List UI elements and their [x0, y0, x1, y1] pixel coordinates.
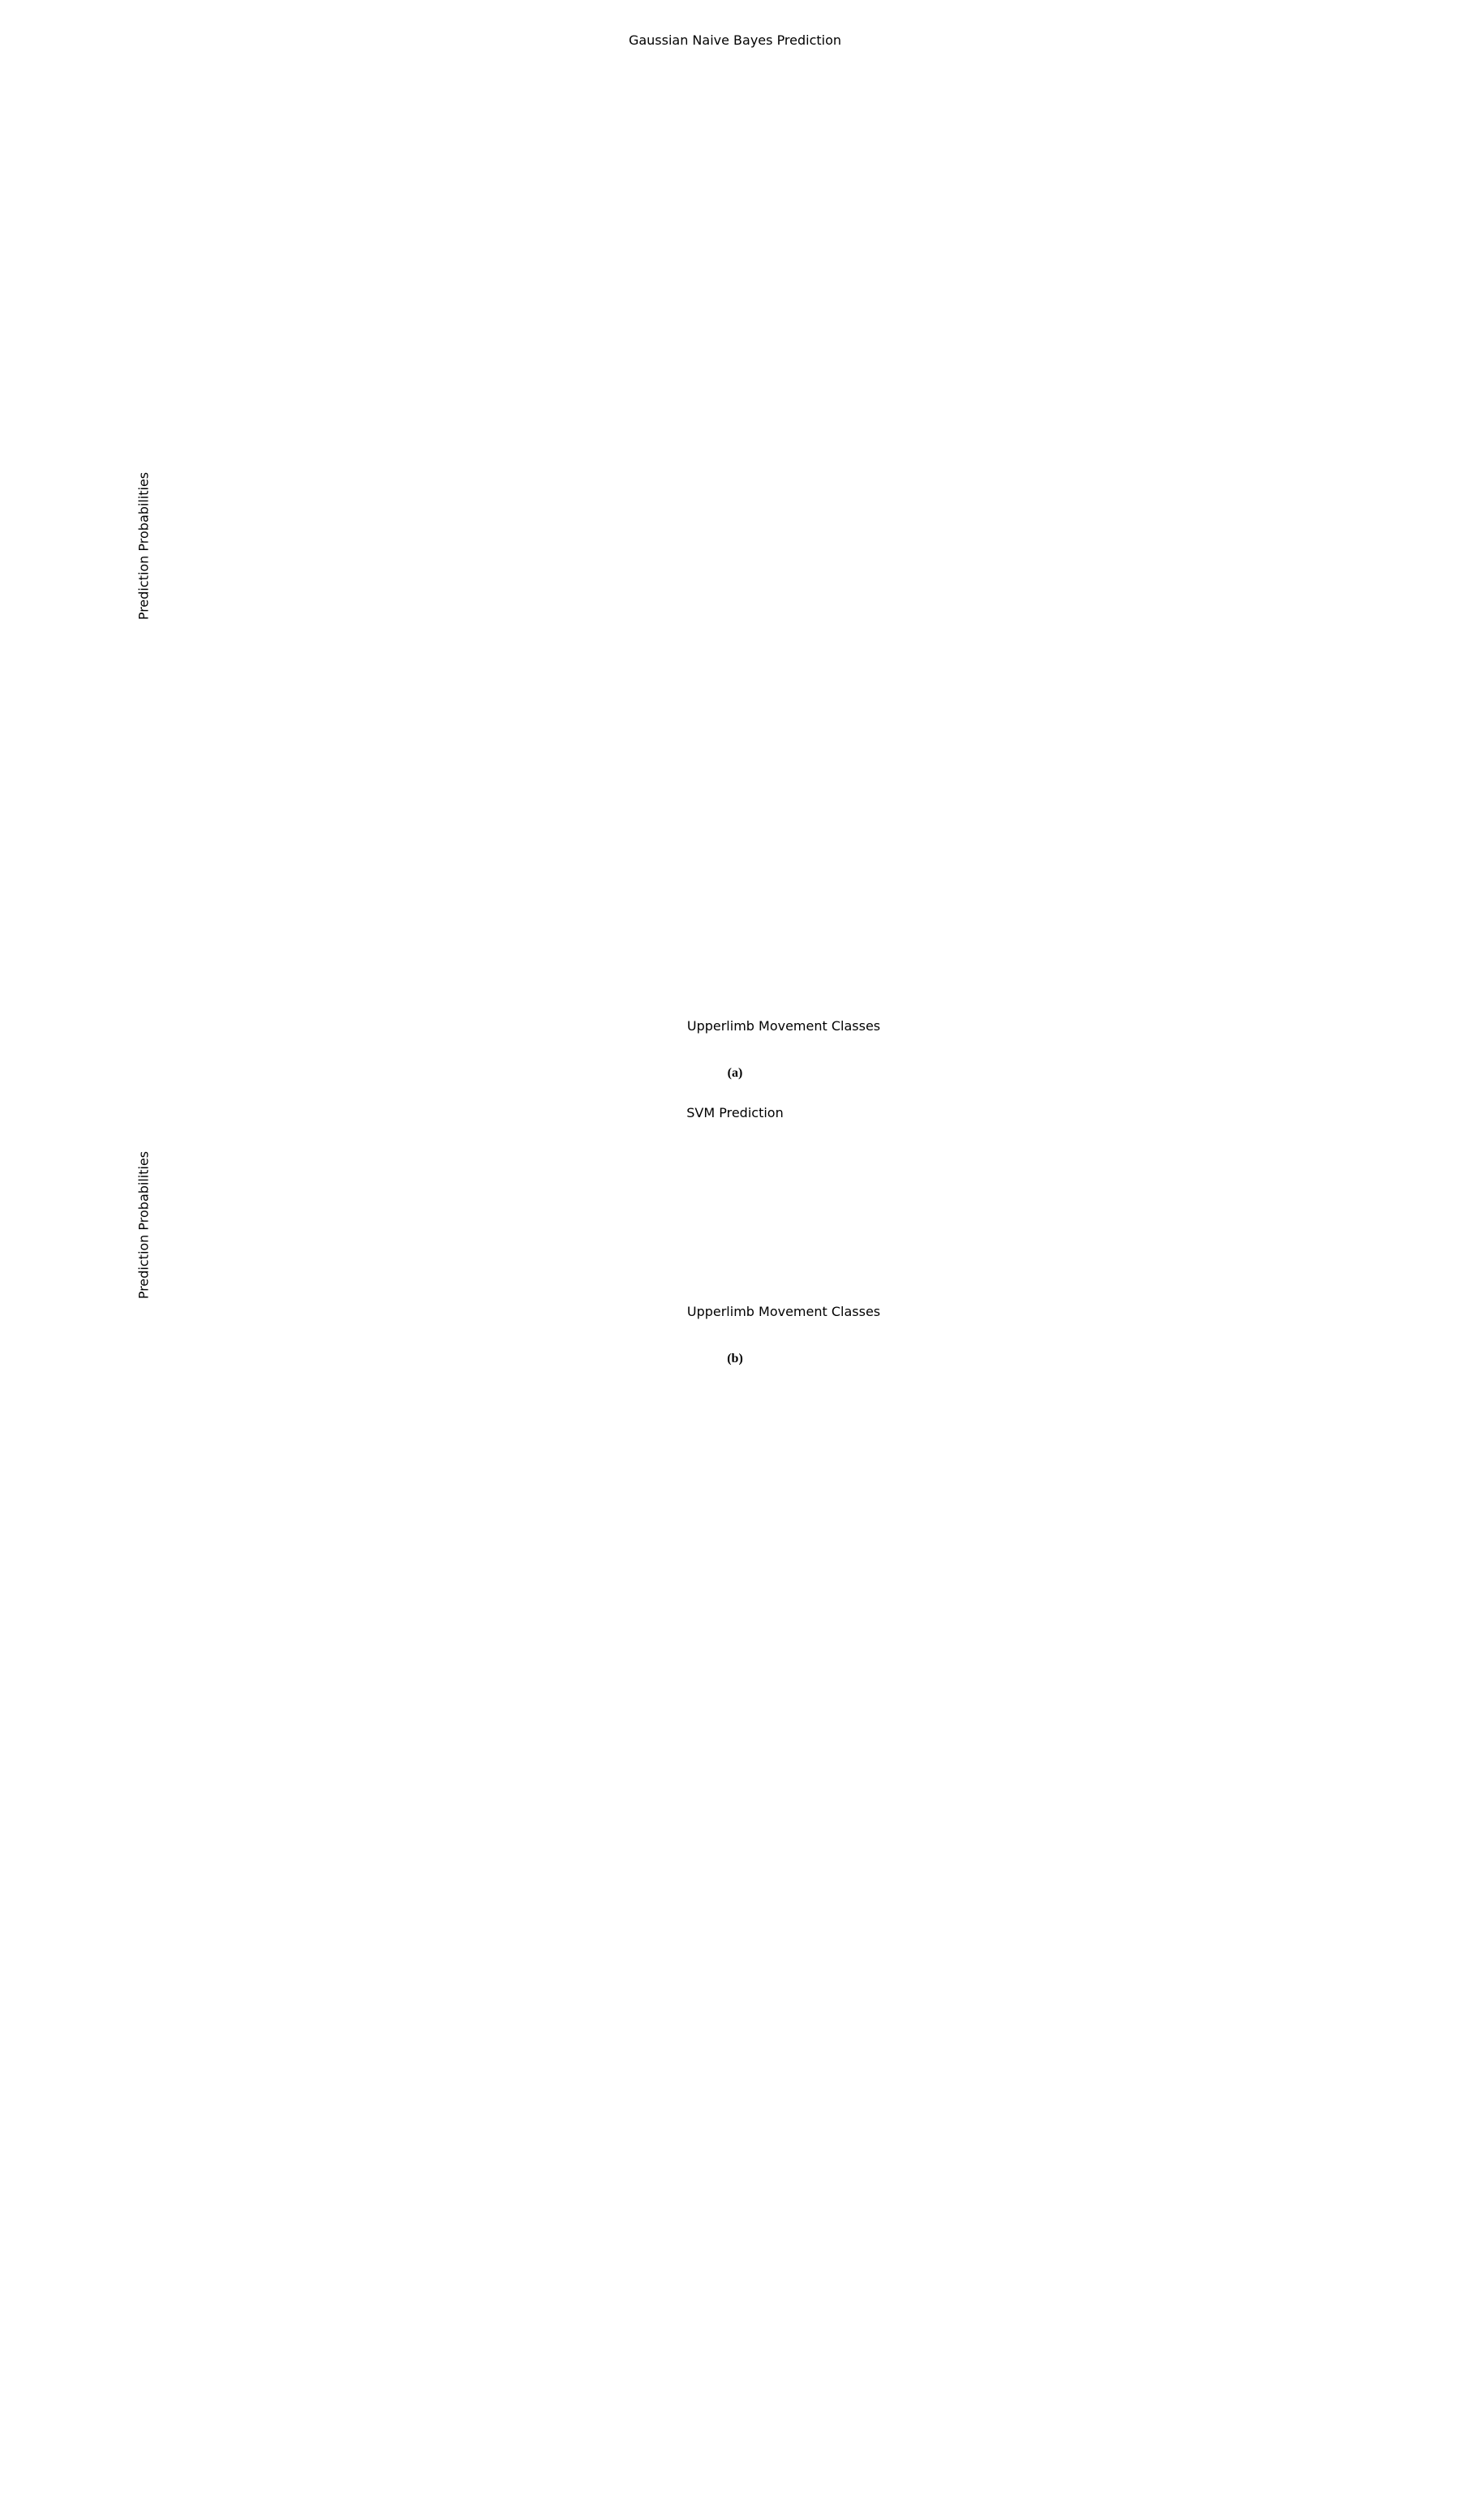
- chart-b-title: SVM Prediction: [45, 1105, 1425, 1120]
- chart-b-xtick-labels: [175, 1258, 1392, 1299]
- chart-b-svg: [175, 1130, 419, 1252]
- chart-b-plot-area: Prediction Probabilities Upperlimb Movem…: [175, 1130, 1392, 1319]
- chart-a-title: Gaussian Naive Bayes Prediction: [45, 32, 1425, 48]
- chart-b-xlabel: Upperlimb Movement Classes: [175, 1304, 1392, 1319]
- chart-a-svg: [175, 58, 1392, 966]
- subplot-label-b: (b): [45, 1352, 1425, 1366]
- figure-b: SVM Prediction Prediction Probabilities …: [45, 1105, 1425, 1366]
- chart-a-xtick-labels: [175, 973, 1392, 1013]
- chart-a-ylabel: Prediction Probabilities: [136, 471, 152, 619]
- chart-b-ylabel: Prediction Probabilities: [136, 1150, 152, 1298]
- chart-a-plot-area: Prediction Probabilities Upperlimb Movem…: [175, 58, 1392, 1034]
- subplot-label-a: (a): [45, 1066, 1425, 1081]
- chart-a-xlabel: Upperlimb Movement Classes: [175, 1018, 1392, 1034]
- figure-a: Gaussian Naive Bayes Prediction Predicti…: [45, 32, 1425, 1081]
